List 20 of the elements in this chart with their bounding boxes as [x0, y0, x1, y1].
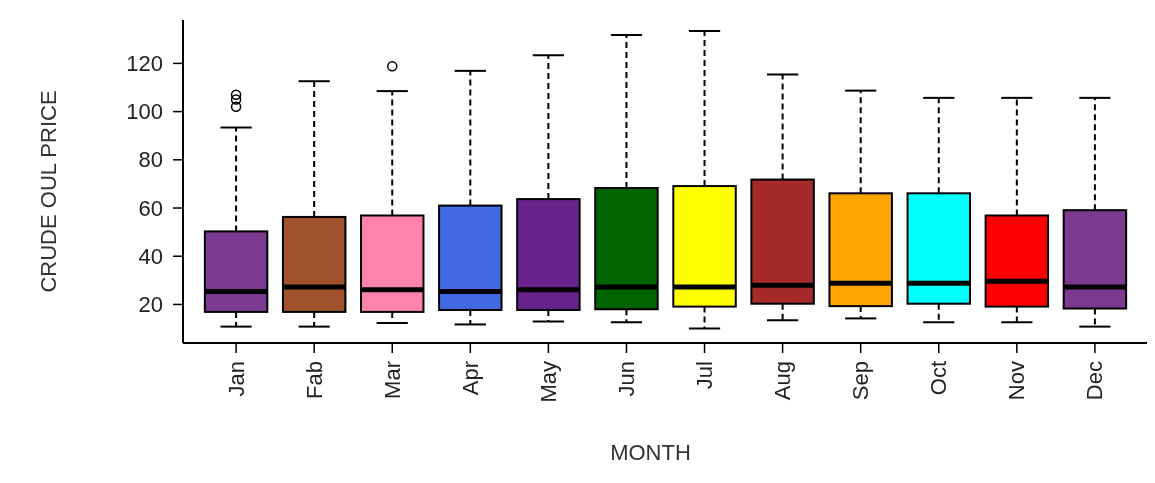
x-tick-label: Aug: [770, 361, 796, 401]
y-axis-title: CRUDE OUL PRICE: [35, 90, 61, 293]
x-tick-label: Apr: [457, 361, 483, 396]
x-tick-label: Nov: [1004, 361, 1030, 401]
x-tick-label: Jan: [223, 361, 249, 397]
y-tick-label: 80: [138, 147, 163, 173]
x-tick-label: Dec: [1082, 361, 1108, 401]
y-tick-label: 40: [138, 243, 163, 269]
y-tick-label: 20: [138, 291, 163, 317]
y-tick-label: 100: [126, 99, 163, 125]
x-tick-label: Oct: [926, 361, 952, 396]
x-tick-label: Jun: [613, 361, 639, 397]
x-tick-label: Sep: [848, 361, 874, 401]
x-tick-label: May: [535, 361, 561, 403]
x-tick-label: Fab: [301, 361, 327, 399]
x-axis-title: MONTH: [610, 440, 691, 465]
y-tick-label: 120: [126, 50, 163, 76]
x-tick-label: Mar: [379, 361, 405, 399]
y-tick-label: 60: [138, 195, 163, 221]
x-tick-label: Jul: [692, 361, 718, 390]
